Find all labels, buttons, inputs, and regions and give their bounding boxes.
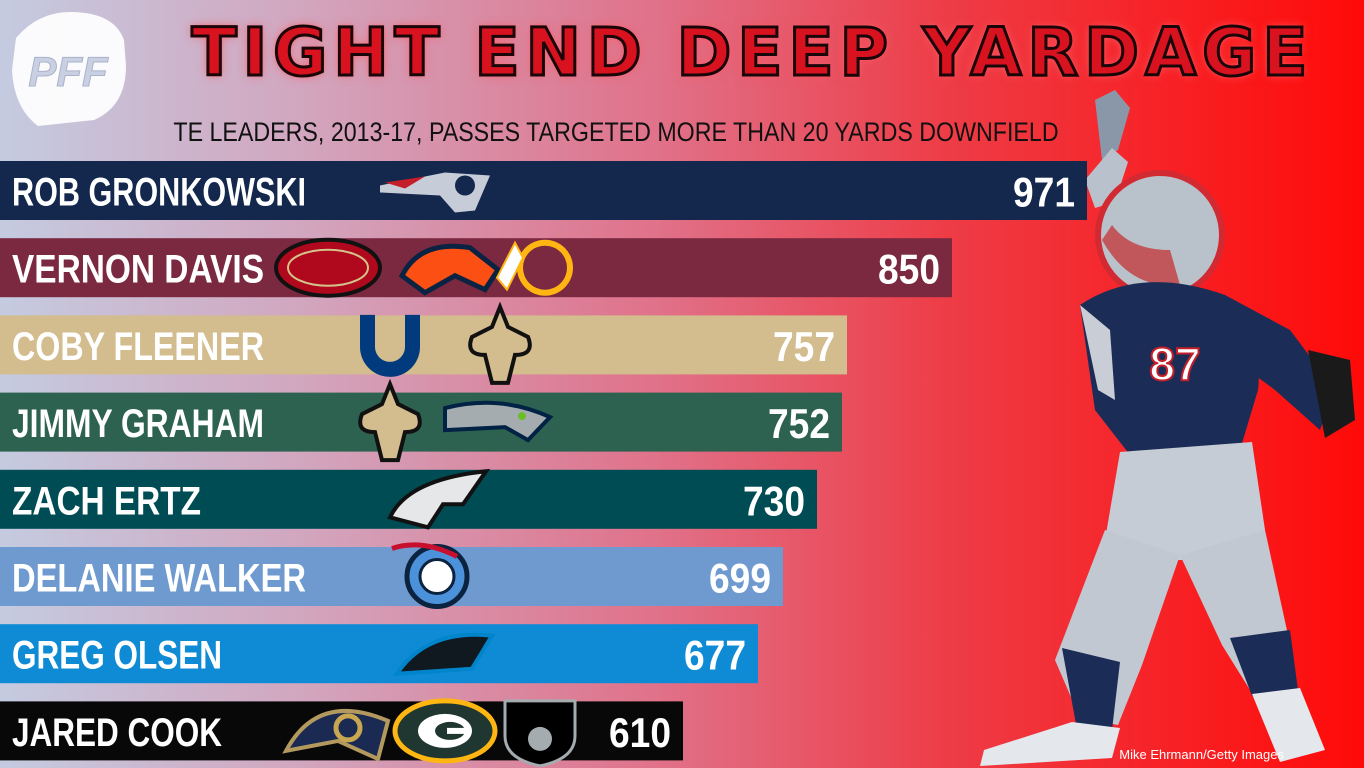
bar-group: DELANIE WALKER 699	[0, 542, 783, 609]
team-logo-icon	[282, 708, 391, 762]
team-logo-icon	[398, 243, 502, 296]
bar-category-label: COBY FLEENER	[12, 325, 264, 369]
chart-subtitle: TE LEADERS, 2013-17, PASSES TARGETED MOR…	[173, 117, 1059, 147]
team-logo-icon	[387, 468, 491, 530]
bar-group: VERNON DAVIS 850	[0, 237, 952, 298]
photo-credit: Mike Ehrmann/Getty Images	[1119, 747, 1284, 762]
bar-value-label: 752	[768, 400, 830, 447]
bar-value-label: 730	[743, 477, 805, 524]
bar-group: COBY FLEENER 757	[0, 301, 847, 385]
bar-category-label: GREG OLSEN	[12, 634, 222, 678]
team-logo-icon	[393, 632, 496, 676]
bar-group: ZACH ERTZ 730	[0, 468, 817, 530]
chart-title: TIGHT END DEEP YARDAGE	[190, 12, 1314, 92]
team-logo-icon	[443, 400, 554, 443]
bar	[0, 547, 783, 606]
pff-logo-text: PFF	[28, 48, 109, 95]
team-logo-icon	[392, 698, 498, 764]
bar	[0, 469, 817, 529]
team-logo-icon	[380, 172, 490, 213]
team-logo-icon	[391, 542, 470, 609]
bar-group: JIMMY GRAHAM 752	[0, 378, 842, 463]
player-photo: 87	[980, 90, 1355, 766]
bar-value-label: 677	[684, 632, 746, 679]
jersey-number: 87	[1149, 338, 1200, 390]
team-logo-icon	[503, 699, 577, 768]
bar-category-label: ROB GRONKOWSKI	[12, 171, 306, 215]
bar-category-label: ZACH ERTZ	[12, 479, 201, 523]
team-logo-icon	[274, 237, 382, 298]
pff-logo: PFF	[12, 12, 126, 126]
bar-category-label: DELANIE WALKER	[12, 557, 306, 601]
bar	[0, 315, 847, 375]
bar-category-label: JIMMY GRAHAM	[12, 402, 264, 446]
bar-group: GREG OLSEN 677	[0, 624, 758, 684]
bar-group: JARED COOK 610	[0, 698, 683, 768]
bar-value-label: 757	[773, 323, 835, 370]
bar	[0, 701, 683, 761]
bar	[0, 238, 952, 298]
team-logo-icon	[358, 378, 422, 463]
bar-value-label: 610	[609, 709, 671, 756]
bar	[0, 392, 842, 452]
team-logo-icon	[495, 239, 573, 296]
team-logo-icon	[360, 314, 420, 377]
bar-category-label: JARED COOK	[12, 711, 222, 755]
bar	[0, 624, 758, 684]
team-logo-icon	[468, 301, 532, 385]
bar-value-label: 699	[709, 555, 771, 602]
bar-category-label: VERNON DAVIS	[12, 248, 264, 292]
